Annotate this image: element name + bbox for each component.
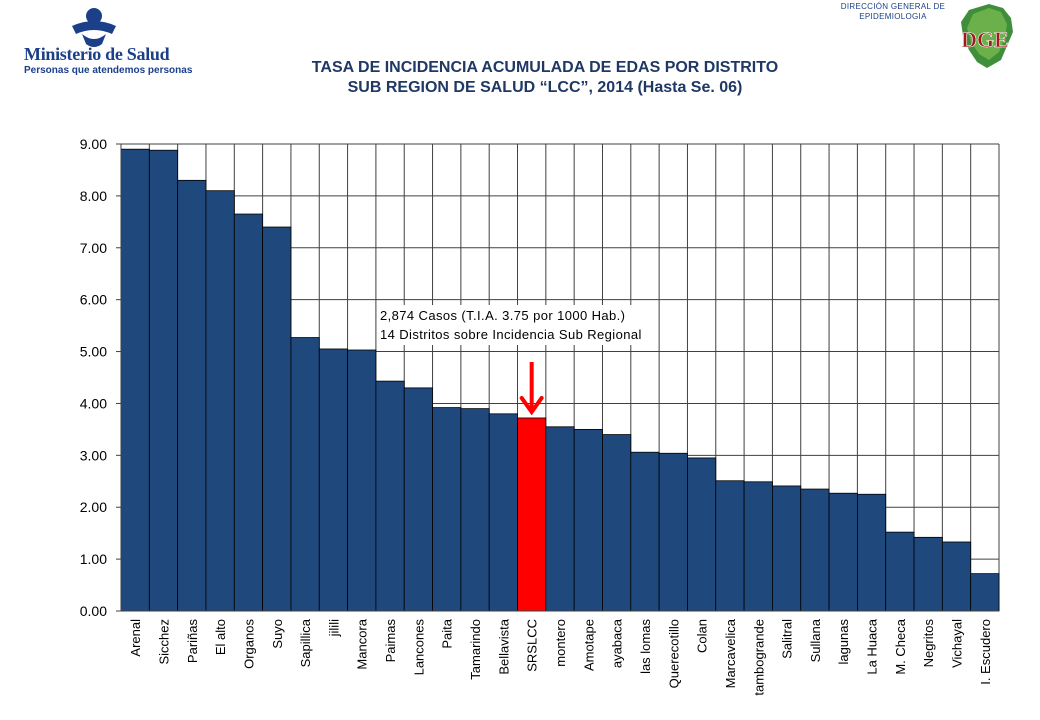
x-tick-label: Marcavelica bbox=[723, 618, 738, 688]
bar bbox=[233, 213, 264, 612]
dge-line-2: EPIDEMIOLOGIA bbox=[859, 12, 927, 21]
bar bbox=[545, 426, 575, 612]
bar bbox=[120, 148, 150, 612]
x-tick-label: Paimas bbox=[383, 619, 398, 663]
bar bbox=[488, 413, 518, 612]
bar bbox=[885, 531, 915, 612]
bar bbox=[941, 541, 972, 612]
highlight-arrow bbox=[519, 361, 544, 416]
chart-title-line-1: TASA DE INCIDENCIA ACUMULADA DE EDAS POR… bbox=[311, 59, 779, 76]
x-tick-label: M. Checa bbox=[893, 618, 908, 674]
y-tick-label: 7.00 bbox=[80, 240, 107, 256]
x-tick-label: Paita bbox=[440, 618, 455, 648]
x-tick-label: Salitral bbox=[780, 619, 795, 659]
x-tick-label: Suyo bbox=[270, 619, 285, 649]
y-tick-label: 5.00 bbox=[80, 344, 107, 360]
bar bbox=[460, 408, 490, 612]
x-tick-label: SRSLCC bbox=[525, 619, 540, 672]
bar bbox=[347, 349, 377, 612]
bar bbox=[432, 407, 462, 612]
x-tick-label: las lomas bbox=[638, 619, 653, 674]
x-tick-label: Organos bbox=[241, 619, 256, 669]
bar bbox=[177, 179, 207, 612]
x-tick-label: lagunas bbox=[836, 619, 851, 665]
axes bbox=[116, 143, 999, 612]
x-tick-label: Lancones bbox=[411, 619, 426, 676]
x-tick-label: Sullana bbox=[808, 618, 823, 662]
y-tick-label: 1.00 bbox=[80, 551, 107, 567]
x-tick-label: I. Escudero bbox=[978, 619, 993, 685]
y-tick-label: 4.00 bbox=[80, 395, 107, 411]
bar bbox=[573, 428, 603, 612]
bar bbox=[658, 452, 688, 612]
ministerio-de-salud-logo bbox=[72, 8, 116, 47]
bar bbox=[856, 493, 887, 612]
dge-heading: DIRECCIÓN GENERAL DE EPIDEMIOLOGIA bbox=[832, 2, 954, 22]
x-tick-label: montero bbox=[553, 619, 568, 667]
x-tick-label: Mancora bbox=[355, 618, 370, 669]
arrow-head bbox=[519, 395, 544, 416]
logo-ministerio-text: Ministerio de Salud bbox=[24, 44, 170, 64]
bar bbox=[687, 457, 717, 612]
y-tick-label: 3.00 bbox=[80, 447, 107, 463]
bar bbox=[205, 190, 235, 612]
bar bbox=[290, 337, 320, 612]
chart-title: TASA DE INCIDENCIA ACUMULADA DE EDAS POR… bbox=[200, 58, 890, 98]
bar bbox=[828, 492, 858, 612]
x-tick-label: Pariñas bbox=[185, 619, 200, 664]
dge-logo-letters: DGE bbox=[961, 27, 1009, 52]
bar bbox=[262, 226, 292, 612]
bar bbox=[602, 434, 632, 612]
x-tick-label: Vichayal bbox=[950, 619, 965, 668]
annotation-line-1: 2,874 Casos (T.I.A. 3.75 por 1000 Hab.) bbox=[380, 308, 626, 323]
y-tick-labels: 0.00 1.00 2.00 3.00 4.00 5.00 6.00 7.00 8.00 9.00 bbox=[80, 136, 107, 619]
y-tick-label: 8.00 bbox=[80, 188, 107, 204]
y-tick-label: 2.00 bbox=[80, 499, 107, 515]
bar bbox=[375, 380, 405, 612]
chart-title-line-2: SUB REGION DE SALUD “LCC”, 2014 (Hasta S… bbox=[347, 79, 743, 96]
bar bbox=[148, 149, 179, 612]
y-tick-label: 6.00 bbox=[80, 292, 107, 308]
x-tick-label: Colan bbox=[695, 619, 710, 653]
x-tick-label: jilili bbox=[326, 619, 341, 637]
x-tick-label: Sicchez bbox=[156, 619, 171, 665]
bar bbox=[800, 488, 830, 612]
x-tick-label: Bellavista bbox=[496, 618, 511, 674]
annotation-line-2: 14 Distritos sobre Incidencia Sub Region… bbox=[380, 327, 642, 342]
bar bbox=[913, 536, 943, 612]
x-tick-label: ayabaca bbox=[610, 618, 625, 668]
annotation-box: 2,874 Casos (T.I.A. 3.75 por 1000 Hab.) … bbox=[378, 305, 644, 345]
y-tick-label: 0.00 bbox=[80, 603, 107, 619]
bar bbox=[403, 387, 433, 612]
bar bbox=[630, 451, 660, 612]
x-tick-label: Sapillica bbox=[298, 618, 313, 667]
x-tick-label: La Huaca bbox=[865, 618, 880, 674]
x-tick-label: Tamarindo bbox=[468, 619, 483, 680]
bar-highlighted bbox=[517, 417, 547, 612]
bar bbox=[743, 481, 773, 612]
bar bbox=[318, 348, 348, 612]
x-tick-label: Negritos bbox=[921, 619, 936, 668]
x-tick-label: Amotape bbox=[581, 619, 596, 671]
x-tick-label: tambogrande bbox=[751, 619, 766, 696]
x-tick-labels: Arenal Sicchez Pariñas El alto Organos Suyo Sa… bbox=[128, 618, 993, 695]
bar bbox=[772, 485, 802, 612]
x-tick-label: Querecotillo bbox=[666, 619, 681, 688]
x-tick-label: El alto bbox=[213, 619, 228, 655]
dge-line-1: DIRECCIÓN GENERAL DE bbox=[840, 2, 946, 11]
x-tick-label: Arenal bbox=[128, 619, 143, 657]
dge-map-logo: DGE bbox=[961, 4, 1013, 68]
y-tick-label: 9.00 bbox=[80, 136, 107, 152]
bar bbox=[715, 480, 745, 612]
bar bbox=[970, 573, 1000, 612]
logo-slogan-text: Personas que atendemos personas bbox=[24, 65, 193, 76]
bars bbox=[120, 148, 1000, 612]
